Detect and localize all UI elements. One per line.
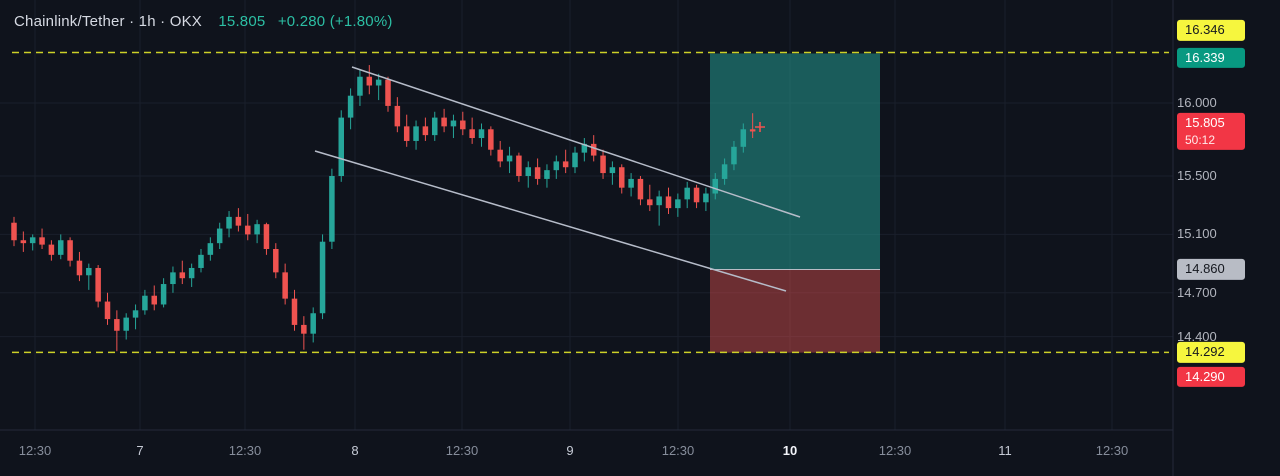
time-label-12:30: 12:30 (445, 443, 479, 458)
price-label-16.339[interactable]: 16.339 (1177, 47, 1245, 68)
price-marker-icon (755, 122, 765, 132)
candles (11, 65, 756, 352)
long-position-tool[interactable] (710, 53, 880, 353)
time-label-12:30: 12:30 (228, 443, 262, 458)
price-label-14.292[interactable]: 14.292 (1177, 342, 1245, 363)
price-label-14.860[interactable]: 14.860 (1177, 259, 1245, 280)
time-label-10: 10 (782, 443, 798, 458)
trend-channel[interactable] (314, 66, 801, 292)
time-label-7: 7 (136, 443, 144, 458)
time-label-9: 9 (566, 443, 574, 458)
price-label-16.000: 16.000 (1177, 94, 1217, 110)
time-label-12:30: 12:30 (661, 443, 695, 458)
price-label-14.290[interactable]: 14.290 (1177, 366, 1245, 387)
alert-lines[interactable] (12, 51, 1169, 354)
price-label-15.805[interactable]: 15.805 50:12 (1177, 113, 1245, 150)
legend-change: +0.280 (+1.80%) (277, 13, 393, 30)
time-axis[interactable]: 12:30 7 12:30 8 12:30 9 12:30 10 12:30 11 12:30 (0, 430, 1173, 476)
symbol-legend[interactable]: Chainlink/Tether · 1h · OKX 15.805 +0.28… (14, 13, 393, 30)
legend-last-price: 15.805 (218, 13, 266, 30)
position-profit-zone (710, 53, 880, 270)
time-label-8: 8 (351, 443, 359, 458)
price-label-14.400: 14.400 (1177, 328, 1217, 344)
time-label-12:30: 12:30 (18, 443, 52, 458)
time-label-12:30: 12:30 (1095, 443, 1129, 458)
price-label-15.500: 15.500 (1177, 167, 1217, 183)
price-label-14.700: 14.700 (1177, 284, 1217, 300)
bar-countdown: 50:12 (1185, 132, 1216, 147)
gridlines (0, 0, 1173, 430)
price-label-16.346[interactable]: 16.346 (1177, 20, 1245, 41)
symbol-title[interactable]: Chainlink/Tether · 1h · OKX (14, 13, 202, 30)
time-label-12:30: 12:30 (878, 443, 912, 458)
price-label-15.100: 15.100 (1177, 226, 1217, 242)
position-loss-zone (710, 269, 880, 353)
time-label-11: 11 (998, 443, 1012, 458)
price-axis[interactable]: 16.346 16.339 16.000 15.805 50:12 15.500 15.10… (1173, 0, 1280, 476)
